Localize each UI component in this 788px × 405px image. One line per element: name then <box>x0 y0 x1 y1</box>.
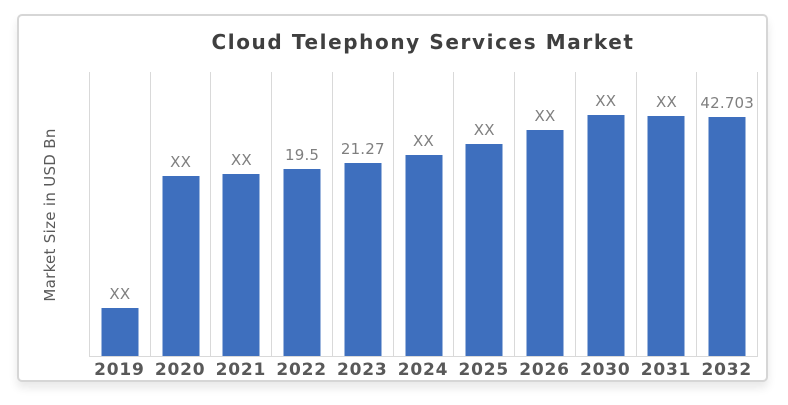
category-slot-2030: XX <box>576 72 637 356</box>
bar-2032 <box>708 117 746 356</box>
category-slot-2024: XX <box>394 72 455 356</box>
x-tick-label: 2026 <box>519 360 570 380</box>
bar-value-label: XX <box>109 285 131 303</box>
bar-2024 <box>405 155 443 356</box>
x-tick-label: 2030 <box>579 360 631 380</box>
bar-2026 <box>526 130 564 356</box>
bar-2031 <box>647 116 685 356</box>
x-tick-label: 2032 <box>701 360 752 380</box>
y-axis-title-text: Market Size in USD Bn <box>41 128 59 302</box>
plot-area: XX XX XX 19.5 21.27 XX XX XX XX XX 42.703 <box>89 72 759 357</box>
bar-2019 <box>101 308 139 356</box>
category-slot-2020: XX <box>151 72 212 356</box>
bar-value-label: XX <box>595 92 617 110</box>
category-slot-2023: 21.27 <box>333 72 394 356</box>
category-slot-2032: 42.703 <box>697 72 759 356</box>
category-slot-2021: XX <box>211 72 273 356</box>
bar-value-label: 19.5 <box>284 146 320 164</box>
category-slot-2026: XX <box>515 72 576 356</box>
category-slot-2019: XX <box>90 72 151 356</box>
bar-2025 <box>465 144 503 356</box>
bar-2021 <box>222 174 260 356</box>
x-tick-label: 2022 <box>276 360 327 380</box>
bar-value-label: XX <box>534 107 556 125</box>
bar-value-label: 21.27 <box>340 140 385 158</box>
x-axis-tick-row: 2019 2020 2021 2022 2023 2024 2025 2026 2030 2031… <box>89 360 757 384</box>
bar-2023 <box>344 163 382 356</box>
bar-2030 <box>587 115 625 356</box>
x-tick-label: 2025 <box>458 360 510 380</box>
category-slot-2025: XX <box>454 72 516 356</box>
x-tick-label: 2021 <box>215 360 267 380</box>
bar-value-label: XX <box>473 121 495 139</box>
category-slot-2022: 19.5 <box>272 72 333 356</box>
bar-value-label: 42.703 <box>700 94 755 112</box>
bar-value-label: XX <box>655 93 677 111</box>
x-tick-label: 2023 <box>337 360 388 380</box>
chart-card: Cloud Telephony Services Market Market S… <box>17 14 768 382</box>
bar-value-label: XX <box>170 153 192 171</box>
x-tick-label: 2020 <box>154 360 206 380</box>
chart-title: Cloud Telephony Services Market <box>211 30 635 54</box>
category-slot-2031: XX <box>637 72 698 356</box>
bar-value-label: XX <box>230 151 252 169</box>
x-tick-label: 2019 <box>94 360 145 380</box>
bar-2020 <box>162 176 200 356</box>
bar-2022 <box>283 169 321 356</box>
x-tick-label: 2031 <box>640 360 692 380</box>
x-tick-label: 2024 <box>397 360 449 380</box>
bar-value-label: XX <box>413 132 435 150</box>
